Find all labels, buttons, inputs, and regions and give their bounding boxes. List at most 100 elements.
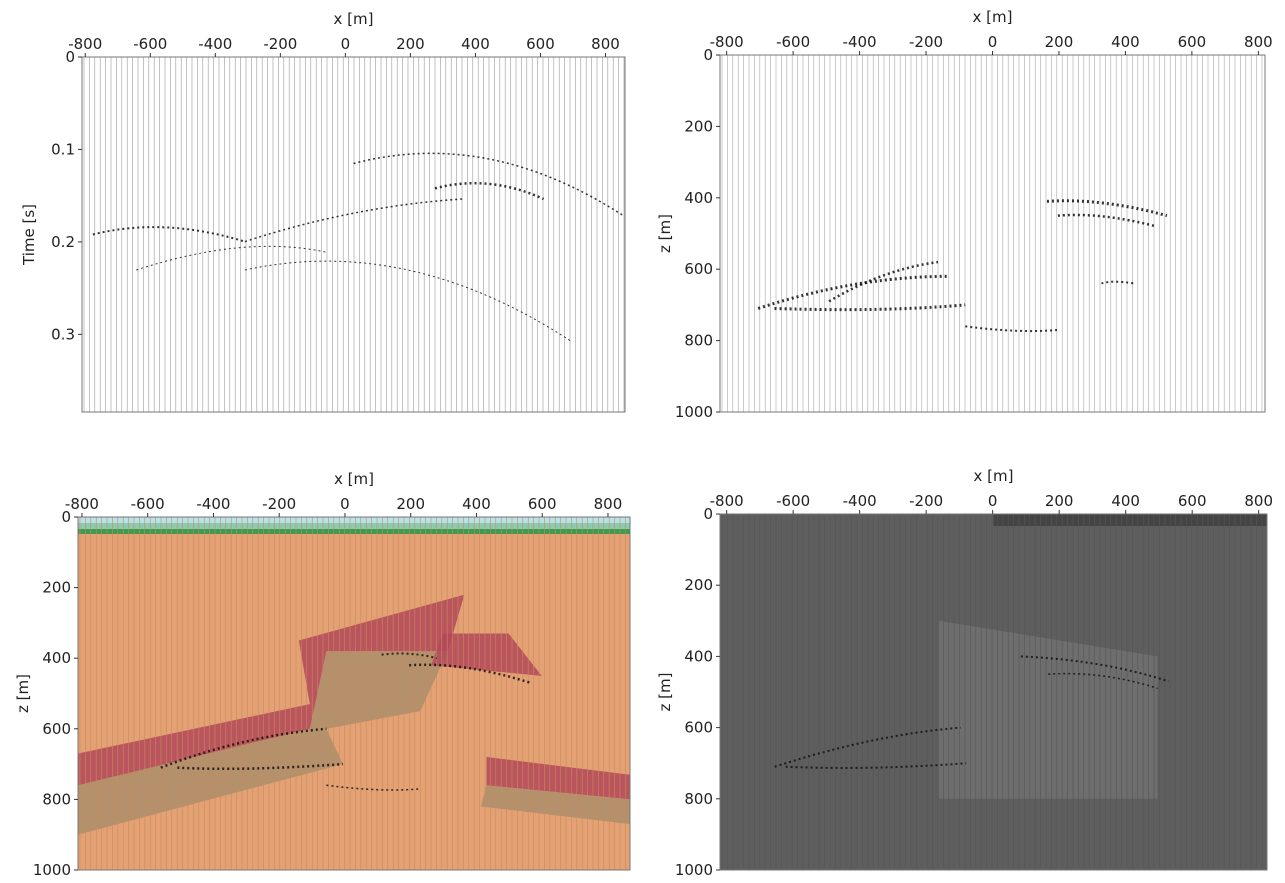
x-tick-label: -800 xyxy=(65,495,99,513)
panel: -800 -600 -400 -200 0 200 400 600 800 0 200 400 600 8… xyxy=(656,467,1273,879)
x-tick-label: 0 xyxy=(340,495,350,513)
y-tick-label: 400 xyxy=(684,647,713,665)
reflection-event xyxy=(326,784,421,791)
x-tick-label: 400 xyxy=(1111,33,1140,51)
layer-red xyxy=(431,633,542,676)
y-tick-label: 200 xyxy=(684,576,713,594)
y-tick-label: 0.2 xyxy=(51,233,75,251)
y-tick-label: 200 xyxy=(684,117,713,135)
y-tick-label: 600 xyxy=(42,720,71,738)
x-tick-label: 0 xyxy=(988,492,998,510)
velocity-shade xyxy=(993,514,1267,526)
x-tick-label: 400 xyxy=(1111,492,1140,510)
layer-red xyxy=(78,594,465,786)
x-tick-label: 0 xyxy=(988,33,998,51)
x-tick-label: -400 xyxy=(196,495,230,513)
x-tick-label: -200 xyxy=(262,495,296,513)
y-tick-label: 400 xyxy=(42,649,71,667)
x-axis-label: x [m] xyxy=(974,467,1014,485)
x-tick-label: 800 xyxy=(591,35,620,53)
y-tick-label: 0 xyxy=(703,46,713,64)
reflection-event xyxy=(774,303,966,312)
x-tick-label: 800 xyxy=(1244,33,1273,51)
x-tick-label: 200 xyxy=(396,35,425,53)
x-tick-label: 200 xyxy=(396,495,425,513)
reflection-event xyxy=(177,762,344,771)
plot-frame xyxy=(719,513,1268,871)
reflection-event xyxy=(1046,199,1168,218)
y-tick-label: 1000 xyxy=(33,861,71,879)
reflection-event xyxy=(1057,213,1157,228)
y-tick-label: 800 xyxy=(684,790,713,808)
x-axis-label: x [m] xyxy=(334,470,374,488)
y-tick-label: 1000 xyxy=(675,861,713,879)
y-tick-label: 1000 xyxy=(675,403,713,421)
y-axis-label: z [m] xyxy=(14,674,32,713)
reflection-event xyxy=(1048,672,1158,690)
plot-background xyxy=(720,55,1265,412)
x-tick-label: -200 xyxy=(909,492,943,510)
x-tick-label: -600 xyxy=(776,492,810,510)
y-tick-label: 800 xyxy=(42,790,71,808)
y-tick-label: 0.3 xyxy=(51,325,75,343)
x-axis-label: x [m] xyxy=(334,10,374,28)
x-tick-label: 0 xyxy=(341,35,351,53)
layer-red xyxy=(486,757,630,800)
y-tick-label: 400 xyxy=(684,189,713,207)
x-tick-label: 600 xyxy=(1178,33,1207,51)
x-tick-label: -200 xyxy=(263,35,297,53)
x-tick-label: -400 xyxy=(198,35,232,53)
y-axis-label: z [m] xyxy=(656,214,674,253)
y-axis-label: z [m] xyxy=(656,673,674,712)
x-tick-label: -400 xyxy=(843,33,877,51)
reflection-event xyxy=(353,152,626,218)
x-tick-label: -800 xyxy=(68,35,102,53)
reflection-event xyxy=(136,245,327,271)
reflection-event xyxy=(160,727,327,769)
y-tick-label: 600 xyxy=(684,260,713,278)
sea-layer xyxy=(78,523,630,529)
x-tick-label: 400 xyxy=(462,495,491,513)
reflection-event xyxy=(244,198,463,243)
x-tick-label: -600 xyxy=(776,33,810,51)
x-tick-label: 600 xyxy=(528,495,557,513)
plot-frame xyxy=(77,516,631,871)
y-tick-label: 600 xyxy=(684,719,713,737)
x-tick-label: 200 xyxy=(1045,492,1074,510)
y-tick-label: 0.1 xyxy=(51,140,75,158)
reflection-event xyxy=(92,226,246,243)
x-tick-label: -800 xyxy=(710,33,744,51)
reflection-event xyxy=(785,762,967,769)
plot-background xyxy=(82,57,625,412)
reflection-event xyxy=(434,181,545,201)
y-tick-label: 200 xyxy=(42,579,71,597)
x-tick-label: 200 xyxy=(1045,33,1074,51)
x-tick-label: -400 xyxy=(843,492,877,510)
panel: -800 -600 -400 -200 0 200 400 600 800 0 0.1 0.2 0.3 x… xyxy=(20,10,626,413)
x-tick-label: -200 xyxy=(909,33,943,51)
reflection-event xyxy=(381,652,438,660)
velocity-shade xyxy=(938,620,1158,799)
x-tick-label: 600 xyxy=(1178,492,1207,510)
plot-frame xyxy=(81,56,626,413)
panel: -800 -600 -400 -200 0 200 400 600 800 0 200 400 600 8… xyxy=(14,470,631,879)
x-tick-label: 800 xyxy=(594,495,623,513)
y-tick-label: 0 xyxy=(65,48,75,66)
x-tick-label: 400 xyxy=(461,35,490,53)
x-tick-label: 800 xyxy=(1244,492,1273,510)
x-tick-label: -800 xyxy=(710,492,744,510)
reflection-event xyxy=(965,325,1058,333)
reflection-event xyxy=(828,260,939,303)
y-axis-label: Time [s] xyxy=(20,204,38,266)
y-tick-label: 0 xyxy=(61,508,71,526)
x-tick-label: -600 xyxy=(133,35,167,53)
x-tick-label: -600 xyxy=(131,495,165,513)
seabed-layer xyxy=(78,529,630,534)
y-tick-label: 800 xyxy=(684,332,713,350)
y-tick-label: 0 xyxy=(703,505,713,523)
x-tick-label: 600 xyxy=(526,35,555,53)
panel: -800 -600 -400 -200 0 200 400 600 800 0 200 400 600 8… xyxy=(656,8,1273,421)
water-layer xyxy=(78,517,630,523)
